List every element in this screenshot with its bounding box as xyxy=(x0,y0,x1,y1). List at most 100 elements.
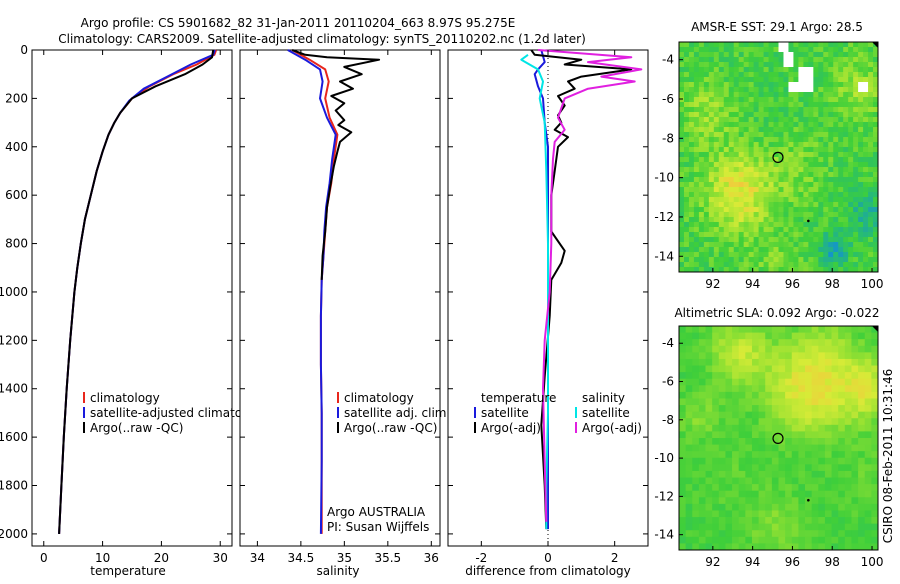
heatmap-cell xyxy=(733,182,740,188)
heatmap-cell xyxy=(858,42,864,48)
heatmap-cell xyxy=(728,192,735,198)
heatmap-cell xyxy=(743,102,750,108)
heatmap-cell xyxy=(748,137,755,143)
heatmap-cell xyxy=(728,72,735,78)
heatmap-cell xyxy=(778,543,786,551)
heatmap-cell xyxy=(853,92,859,98)
heatmap-cell xyxy=(723,237,730,243)
heatmap-cell xyxy=(853,122,859,128)
heatmap-cell xyxy=(753,252,760,258)
difference-xlabel: difference from climatology xyxy=(465,564,631,578)
heatmap-cell xyxy=(708,172,715,178)
heatmap-cell xyxy=(679,352,687,360)
heatmap-cell xyxy=(778,352,786,360)
heatmap-cell xyxy=(751,510,759,518)
heatmap-cell xyxy=(778,177,784,183)
heatmap-cell xyxy=(753,247,760,253)
heatmap-cell xyxy=(848,92,854,98)
heatmap-cell xyxy=(803,212,809,218)
heatmap-cell xyxy=(838,510,846,518)
heatmap-cell xyxy=(688,192,695,198)
heatmap-cell xyxy=(863,137,869,143)
heatmap-cell xyxy=(818,142,824,148)
heatmap-cell xyxy=(785,424,793,432)
heatmap-cell xyxy=(693,97,700,103)
heatmap-cell xyxy=(793,62,799,68)
heatmap-cell xyxy=(733,217,740,223)
heatmap-cell xyxy=(748,62,755,68)
heatmap-cell xyxy=(811,411,819,419)
heatmap-cell xyxy=(758,147,764,153)
heatmap-cell xyxy=(788,152,794,158)
heatmap-cell xyxy=(683,122,690,128)
heatmap-cell xyxy=(763,167,769,173)
heatmap-cell xyxy=(723,232,730,238)
heatmap-cell xyxy=(868,172,874,178)
heatmap-cell xyxy=(733,242,740,248)
heatmap-cell xyxy=(732,352,740,360)
heatmap-cell xyxy=(713,142,720,148)
heatmap-cell xyxy=(758,262,764,268)
heatmap-cell xyxy=(833,202,839,208)
heatmap-cell xyxy=(771,490,779,498)
heatmap-cell xyxy=(771,372,779,380)
heatmap-cell xyxy=(813,107,819,113)
x-tick-label: 34 xyxy=(250,551,265,565)
heatmap-cell xyxy=(833,67,839,73)
heatmap-cell xyxy=(713,242,720,248)
heatmap-cell xyxy=(738,470,746,478)
heatmap-cell xyxy=(863,217,869,223)
heatmap-cell xyxy=(698,227,705,233)
heatmap-cell xyxy=(743,252,750,258)
heatmap-cell xyxy=(705,444,713,452)
heatmap-cell xyxy=(751,497,759,505)
heatmap-cell xyxy=(823,127,829,133)
heatmap-cell xyxy=(728,67,735,73)
heatmap-cell xyxy=(851,418,859,426)
heatmap-cell xyxy=(773,47,779,53)
heatmap-cell xyxy=(745,490,753,498)
heatmap-cell xyxy=(873,162,879,168)
heatmap-cell xyxy=(771,477,779,485)
heatmap-cell xyxy=(723,102,730,108)
heatmap-cell xyxy=(693,77,700,83)
heatmap-cell xyxy=(838,418,846,426)
heatmap-cell xyxy=(748,122,755,128)
heatmap-cell xyxy=(753,172,760,178)
heatmap-cell xyxy=(758,112,764,118)
heatmap-cell xyxy=(723,147,730,153)
heatmap-cell xyxy=(798,112,804,118)
heatmap-cell xyxy=(833,92,839,98)
heatmap-cell xyxy=(803,82,809,88)
heatmap-cell xyxy=(823,97,829,103)
heatmap-cell xyxy=(798,385,806,393)
heatmap-cell xyxy=(688,47,695,53)
heatmap-cell xyxy=(768,172,774,178)
heatmap-cell xyxy=(805,431,813,439)
heatmap-cell xyxy=(808,72,814,78)
heatmap-cell xyxy=(868,152,874,158)
heatmap-cell xyxy=(698,47,705,53)
heatmap-cell xyxy=(793,162,799,168)
heatmap-cell xyxy=(805,477,813,485)
heatmap-cell xyxy=(712,398,720,406)
heatmap-cell xyxy=(748,107,755,113)
heatmap-cell xyxy=(858,207,864,213)
heatmap-cell xyxy=(693,172,700,178)
heatmap-cell xyxy=(698,167,705,173)
heatmap-cell xyxy=(793,187,799,193)
heatmap-cell xyxy=(813,242,819,248)
heatmap-cell xyxy=(788,202,794,208)
heatmap-cell xyxy=(685,438,693,445)
heatmap-cell xyxy=(858,52,864,58)
heatmap-cell xyxy=(803,177,809,183)
heatmap-cell xyxy=(848,42,854,48)
heatmap-cell xyxy=(679,237,685,243)
heatmap-cell xyxy=(843,137,849,143)
heatmap-cell xyxy=(798,398,806,406)
heatmap-cell xyxy=(758,117,764,123)
heatmap-cell xyxy=(783,252,789,258)
heatmap-cell xyxy=(748,172,755,178)
heatmap-cell xyxy=(683,207,690,213)
heatmap-cell xyxy=(843,217,849,223)
